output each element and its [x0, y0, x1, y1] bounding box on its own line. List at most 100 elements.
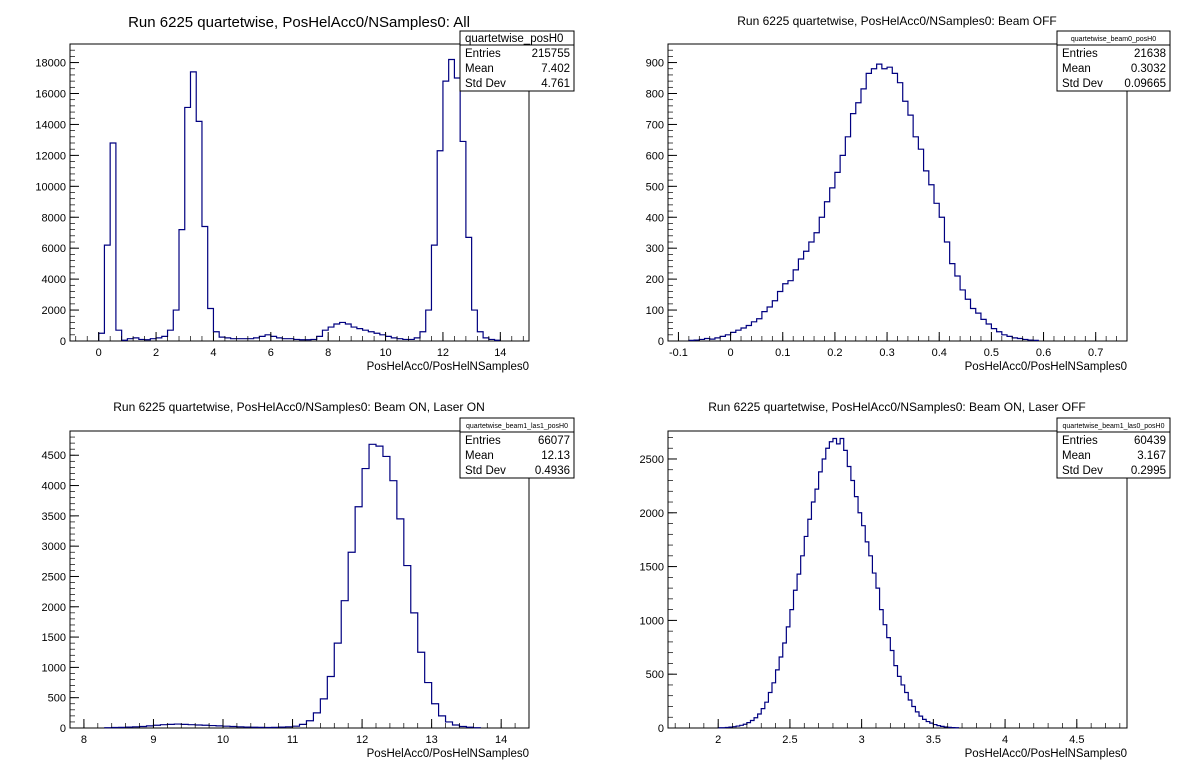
stats-box-frame — [459, 30, 575, 92]
y-tick-label: 100 — [646, 305, 664, 317]
y-tick-label: 12000 — [35, 150, 66, 162]
x-tick-label: 12 — [356, 734, 368, 746]
x-tick-label: -0.1 — [669, 347, 688, 359]
stats-value-mean: 12.13 — [541, 450, 570, 462]
stats-label-entries: Entries — [465, 48, 501, 60]
stats-label-entries: Entries — [1062, 435, 1098, 447]
x-tick-label: 2 — [715, 734, 721, 746]
x-axis-label: PosHelAcc0/PosHelNSamples0 — [965, 748, 1127, 760]
x-tick-label: 12 — [437, 347, 449, 359]
y-tick-label: 18000 — [35, 58, 66, 70]
chart-title: Run 6225 quartetwise, PosHelAcc0/NSample… — [708, 400, 1086, 414]
x-tick-label: 3 — [859, 734, 865, 746]
stats-label-mean: Mean — [465, 63, 494, 75]
y-tick-label: 2000 — [640, 508, 664, 520]
y-tick-label: 1500 — [42, 632, 66, 644]
stats-value-entries: 66077 — [538, 435, 570, 447]
x-tick-label: 0.2 — [827, 347, 842, 359]
x-tick-label: 10 — [379, 347, 391, 359]
y-tick-label: 1000 — [42, 662, 66, 674]
y-tick-label: 1500 — [640, 562, 664, 574]
y-tick-label: 500 — [646, 181, 664, 193]
x-tick-label: 10 — [217, 734, 229, 746]
stats-label-std-dev: Std Dev — [465, 78, 506, 90]
y-tick-label: 800 — [646, 89, 664, 101]
chart-title: Run 6225 quartetwise, PosHelAcc0/NSample… — [113, 400, 485, 414]
x-tick-label: 4 — [1002, 734, 1008, 746]
y-tick-label: 700 — [646, 119, 664, 131]
stats-box-name: quartetwise_beam1_las1_posH0 — [466, 423, 568, 430]
stats-label-mean: Mean — [1062, 450, 1091, 462]
stats-box: quartetwise_beam0_posH0 Entries 21638 Mean 0… — [1056, 30, 1171, 92]
stats-box-name: quartetwise_beam0_posH0 — [1071, 36, 1156, 43]
histogram-line — [688, 63, 1039, 341]
plot-frame — [667, 430, 1128, 729]
histogram-panel-1: Run 6225 quartetwise, PosHelAcc0/NSample… — [35, 14, 575, 373]
stats-value-std-dev: 0.2995 — [1131, 465, 1166, 477]
stats-box-frame — [1056, 417, 1171, 479]
stats-value-entries: 215755 — [532, 48, 570, 60]
x-tick-label: 0 — [728, 347, 734, 359]
y-tick-label: 500 — [48, 693, 66, 705]
y-tick-label: 200 — [646, 274, 664, 286]
x-tick-label: 0.6 — [1036, 347, 1051, 359]
stats-label-mean: Mean — [465, 450, 494, 462]
x-tick-label: 13 — [426, 734, 438, 746]
x-tick-label: 6 — [268, 347, 274, 359]
y-tick-label: 8000 — [42, 212, 66, 224]
y-tick-label: 4500 — [42, 450, 66, 462]
stats-label-entries: Entries — [1062, 48, 1098, 60]
stats-box: quartetwise_beam1_las1_posH0 Entries 66077… — [459, 417, 575, 479]
x-tick-label: 14 — [494, 347, 506, 359]
stats-label-std-dev: Std Dev — [1062, 78, 1103, 90]
x-tick-label: 9 — [150, 734, 156, 746]
y-tick-label: 2500 — [640, 454, 664, 466]
histogram-panel-4: Run 6225 quartetwise, PosHelAcc0/NSample… — [640, 400, 1171, 760]
x-axis-label: PosHelAcc0/PosHelNSamples0 — [367, 748, 529, 760]
x-tick-label: 3.5 — [926, 734, 941, 746]
y-tick-label: 400 — [646, 212, 664, 224]
y-tick-label: 500 — [646, 669, 664, 681]
stats-value-mean: 3.167 — [1137, 450, 1166, 462]
x-tick-label: 4.5 — [1069, 734, 1084, 746]
x-tick-label: 8 — [81, 734, 87, 746]
x-tick-label: 0.4 — [932, 347, 947, 359]
stats-value-std-dev: 4.761 — [541, 78, 570, 90]
chart-title: Run 6225 quartetwise, PosHelAcc0/NSample… — [128, 14, 470, 31]
y-tick-label: 2500 — [42, 571, 66, 583]
stats-box-name: quartetwise_beam1_las0_posH0 — [1063, 423, 1165, 430]
y-tick-label: 4000 — [42, 274, 66, 286]
y-tick-label: 14000 — [35, 119, 66, 131]
stats-value-mean: 7.402 — [541, 63, 570, 75]
stats-value-std-dev: 0.4936 — [535, 465, 570, 477]
x-axis-label: PosHelAcc0/PosHelNSamples0 — [965, 361, 1127, 373]
stats-value-entries: 60439 — [1134, 435, 1166, 447]
plot-frame — [69, 430, 530, 729]
y-tick-label: 3500 — [42, 511, 66, 523]
x-tick-label: 4 — [210, 347, 216, 359]
y-tick-label: 300 — [646, 243, 664, 255]
x-tick-label: 11 — [287, 734, 298, 746]
stats-label-std-dev: Std Dev — [1062, 465, 1103, 477]
stats-value-mean: 0.3032 — [1131, 63, 1166, 75]
stats-box-name: quartetwise_posH0 — [465, 33, 563, 45]
stats-box: quartetwise_beam1_las0_posH0 Entries 60439… — [1056, 417, 1171, 479]
x-tick-label: 0.5 — [984, 347, 999, 359]
y-tick-label: 600 — [646, 150, 664, 162]
y-tick-label: 900 — [646, 58, 664, 70]
stats-label-mean: Mean — [1062, 63, 1091, 75]
stats-value-std-dev: 0.09665 — [1124, 78, 1166, 90]
y-tick-label: 0 — [60, 723, 66, 735]
stats-label-entries: Entries — [465, 435, 501, 447]
y-tick-label: 0 — [658, 723, 664, 735]
x-tick-label: 2.5 — [782, 734, 797, 746]
histogram-line — [104, 443, 481, 729]
y-tick-label: 16000 — [35, 89, 66, 101]
x-tick-label: 2 — [153, 347, 159, 359]
histogram-line — [717, 437, 960, 729]
x-tick-label: 0.1 — [775, 347, 790, 359]
y-tick-label: 2000 — [42, 305, 66, 317]
x-tick-label: 14 — [495, 734, 507, 746]
x-axis-label: PosHelAcc0/PosHelNSamples0 — [367, 361, 529, 373]
